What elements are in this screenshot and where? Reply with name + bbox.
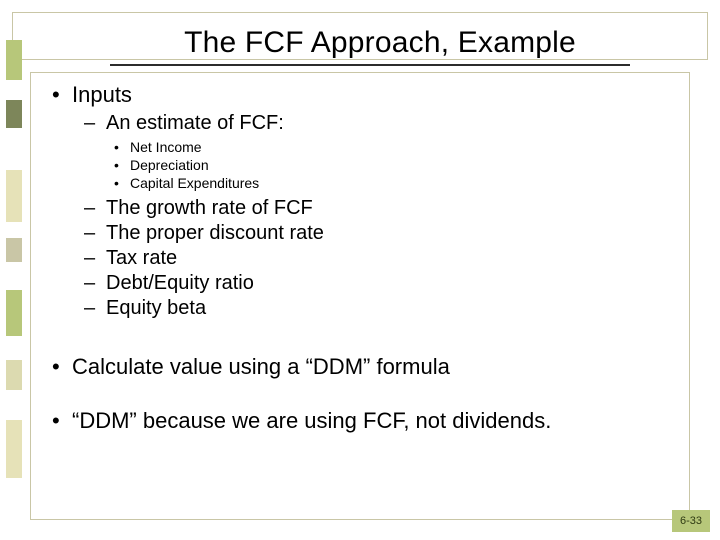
bullet-list-level2: – An estimate of FCF: • Net Income (84, 112, 674, 320)
bullet-icon: • (114, 139, 130, 155)
bullet-icon: • (114, 175, 130, 191)
list-item: – Debt/Equity ratio (84, 272, 674, 295)
bullet-icon: • (52, 82, 72, 108)
title-underline (110, 64, 630, 66)
list-item: – Tax rate (84, 247, 674, 270)
slide-content: The FCF Approach, Example • Inputs – An … (0, 0, 720, 540)
item-text: Net Income (130, 139, 202, 155)
spacer (52, 386, 674, 402)
item-text: The proper discount rate (106, 222, 324, 245)
item-text: Inputs (72, 82, 132, 108)
dash-icon: – (84, 247, 106, 270)
bullet-icon: • (52, 408, 72, 434)
list-item: • Inputs – An estimate of FCF: • Net Inc… (52, 82, 674, 320)
list-item: – Equity beta (84, 297, 674, 320)
dash-icon: – (84, 222, 106, 245)
bullet-icon: • (52, 354, 72, 380)
item-text: An estimate of FCF: (106, 112, 284, 135)
item-text: Tax rate (106, 247, 177, 270)
bullet-list-level1: • Inputs – An estimate of FCF: • Net Inc… (52, 82, 674, 434)
item-text: “DDM” because we are using FCF, not divi… (72, 408, 551, 434)
slide-title: The FCF Approach, Example (86, 26, 674, 60)
list-item: • Depreciation (114, 157, 674, 173)
dash-icon: – (84, 272, 106, 295)
item-text: The growth rate of FCF (106, 197, 313, 220)
dash-icon: – (84, 297, 106, 320)
list-item: • “DDM” because we are using FCF, not di… (52, 408, 674, 434)
list-item: • Capital Expenditures (114, 175, 674, 191)
dash-icon: – (84, 112, 106, 135)
bullet-list-level3: • Net Income • Depreciation (114, 139, 674, 191)
list-item: – An estimate of FCF: • Net Income (84, 112, 674, 191)
list-item: • Calculate value using a “DDM” formula (52, 354, 674, 380)
spacer (52, 326, 674, 348)
list-item: – The proper discount rate (84, 222, 674, 245)
item-text: Calculate value using a “DDM” formula (72, 354, 450, 380)
list-item: – The growth rate of FCF (84, 197, 674, 220)
item-text: Capital Expenditures (130, 175, 259, 191)
item-text: Equity beta (106, 297, 206, 320)
bullet-icon: • (114, 157, 130, 173)
dash-icon: – (84, 197, 106, 220)
list-item: • Net Income (114, 139, 674, 155)
item-text: Depreciation (130, 157, 209, 173)
item-text: Debt/Equity ratio (106, 272, 254, 295)
page-number-badge: 6-33 (672, 510, 710, 532)
